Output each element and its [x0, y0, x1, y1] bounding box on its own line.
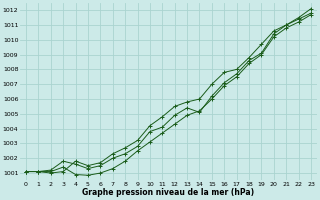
X-axis label: Graphe pression niveau de la mer (hPa): Graphe pression niveau de la mer (hPa) [83, 188, 255, 197]
